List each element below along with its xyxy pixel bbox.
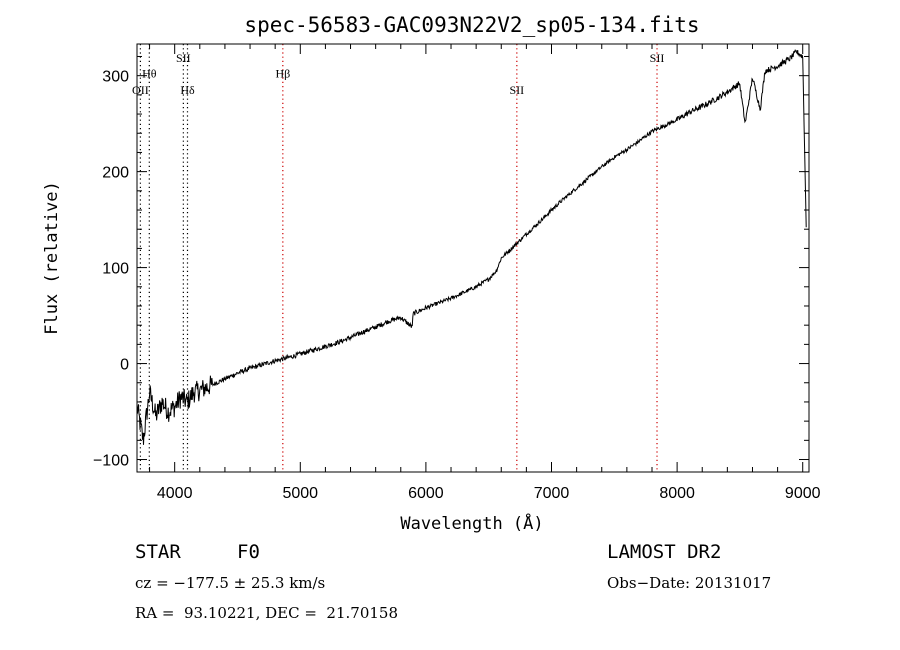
line-marker-label-0: OII bbox=[132, 83, 149, 97]
line-marker-label-3: Hδ bbox=[180, 83, 195, 97]
x-tick-label-4: 8000 bbox=[659, 485, 695, 502]
spectrum-line bbox=[136, 49, 807, 445]
tick-labels: 4000 5000 6000 7000 8000 9000 −100 0 100 200 300 bbox=[93, 69, 821, 502]
x-tick-label-1: 5000 bbox=[282, 485, 318, 502]
y-tick-label-2: 100 bbox=[102, 261, 129, 278]
y-tick-label-4: 300 bbox=[102, 69, 129, 86]
object-class: STAR bbox=[135, 541, 181, 563]
x-tick-label-3: 7000 bbox=[534, 485, 570, 502]
y-axis-label: Flux (relative) bbox=[42, 181, 62, 335]
line-marker-label-4: Hβ bbox=[275, 67, 290, 81]
survey-name: LAMOST DR2 bbox=[607, 541, 722, 563]
chart-title: spec-56583-GAC093N22V2_sp05-134.fits bbox=[244, 13, 699, 37]
coordinates-readout: RA = 93.10221, DEC = 21.70158 bbox=[135, 604, 399, 622]
line-marker-label-6: SII bbox=[650, 51, 665, 65]
plot-frame bbox=[136, 43, 810, 473]
redshift-readout: cz = −177.5 ± 25.3 km/s bbox=[135, 574, 326, 592]
object-subclass: F0 bbox=[237, 541, 260, 563]
x-tick-label-0: 4000 bbox=[157, 485, 193, 502]
observation-date: Obs−Date: 20131017 bbox=[607, 574, 772, 592]
x-tick-label-5: 9000 bbox=[785, 485, 821, 502]
spectral-line-markers: OII Hθ SII Hδ Hβ SII SII bbox=[132, 44, 664, 472]
y-tick-label-0: −100 bbox=[93, 453, 129, 470]
axis-ticks bbox=[137, 44, 809, 472]
y-tick-label-3: 200 bbox=[102, 165, 129, 182]
line-marker-label-2: SII bbox=[176, 51, 191, 65]
y-tick-label-1: 0 bbox=[120, 357, 129, 374]
line-marker-label-1: Hθ bbox=[142, 67, 157, 81]
line-marker-label-5: SII bbox=[510, 83, 525, 97]
x-tick-label-2: 6000 bbox=[408, 485, 444, 502]
spectrum-layer bbox=[136, 49, 807, 445]
x-axis-label: Wavelength (Å) bbox=[400, 512, 543, 534]
